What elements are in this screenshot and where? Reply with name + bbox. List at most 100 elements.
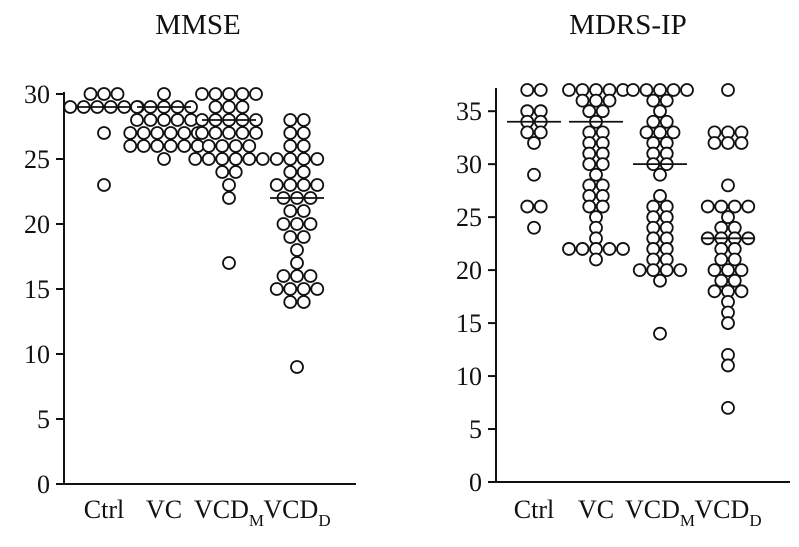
chart-2-title: MDRS-IP <box>569 9 687 41</box>
chart-1-category-subscript: M <box>249 511 264 530</box>
chart-1-data-point <box>157 87 171 101</box>
chart-2-y-tick-label: 30 <box>456 150 482 179</box>
chart-1-data-point <box>123 126 138 140</box>
chart-2-data-point <box>527 136 541 150</box>
chart-2-data-point <box>639 83 654 97</box>
chart-2-data-point <box>653 189 667 203</box>
chart-1-data-point <box>269 152 284 166</box>
chart-2-y-tick-label: 25 <box>456 203 482 232</box>
chart-1-data-point <box>296 139 311 153</box>
chart-1-data-point <box>296 204 311 218</box>
chart-2-data-point <box>673 263 688 278</box>
chart-1-data-point <box>222 191 236 205</box>
chart-2-category-subscript: M <box>680 511 695 530</box>
chart-1-data-point <box>201 139 216 153</box>
chart-1-data-point <box>195 87 209 101</box>
chart-1-data-point <box>310 282 325 296</box>
chart-2-y-tick-label: 0 <box>469 468 482 497</box>
chart-2-data-point <box>721 178 735 193</box>
chart-2-data-point <box>582 104 597 119</box>
chart-2-data-point <box>721 136 735 150</box>
chart-2-data-point <box>714 199 729 214</box>
chart-2-data-point <box>520 125 535 140</box>
chart-2-data-point <box>653 326 667 341</box>
chart-2-data-point <box>727 252 742 267</box>
chart-2-data-point <box>666 83 681 97</box>
chart-1-data-point <box>255 152 270 166</box>
chart-2-data-point <box>721 316 735 330</box>
chart-1-data-point <box>235 100 250 114</box>
chart-1-category-label: Ctrl <box>84 495 124 524</box>
chart-1-data-point <box>283 204 298 218</box>
chart-1-data-point <box>310 152 325 166</box>
chart-2-category-main: VCD <box>694 495 749 524</box>
chart-2-data-point <box>632 263 647 278</box>
chart-1-data-point <box>290 360 304 374</box>
chart-2-data-point <box>659 114 674 129</box>
chart-1-data-point <box>228 139 243 153</box>
chart-2-data-point <box>646 114 661 129</box>
chart-2-data-point <box>653 273 667 288</box>
chart-1-data-point <box>208 100 223 114</box>
chart-2-data-point <box>707 284 722 299</box>
chart-1-data-point <box>283 113 298 127</box>
chart-2-data-point <box>659 93 674 108</box>
chart-1-data-point <box>195 126 209 140</box>
chart-1-data-point <box>296 178 311 192</box>
chart-2-data-point <box>602 93 617 108</box>
chart-1-data-point <box>97 87 111 101</box>
chart-2-data-point <box>616 242 630 256</box>
chart-1-data-point <box>296 282 311 296</box>
chart-1-data-point <box>283 165 298 179</box>
chart-1-data-point <box>283 178 298 192</box>
chart-1-data-point <box>222 126 236 140</box>
chart-1-data-point <box>110 87 125 101</box>
chart-2-data-point <box>533 83 548 97</box>
chart-2-data-point <box>646 93 661 108</box>
chart-2-data-point <box>602 242 617 256</box>
chart-2-data-point <box>527 167 541 182</box>
chart-2-data-point <box>653 125 667 140</box>
chart-1-data-point <box>235 126 250 140</box>
chart-1-data-point <box>201 152 216 166</box>
chart-1-data-point <box>228 152 243 166</box>
chart-2-data-point <box>520 199 535 214</box>
chart-1-data-point <box>269 282 284 296</box>
chart-2-category-main: VC <box>578 495 614 524</box>
chart-1-data-point <box>235 87 250 101</box>
chart-2-data-point <box>646 263 661 278</box>
chart-1-data-point <box>283 139 298 153</box>
chart-2-category-label: VC <box>578 495 614 524</box>
chart-1-data-point <box>296 113 311 127</box>
chart-1-data-point <box>150 139 165 153</box>
chart-2-data-point <box>527 220 541 235</box>
chart-1-title: MMSE <box>155 9 240 41</box>
chart-2-data-point <box>595 104 610 119</box>
chart-2-data-point <box>653 83 667 97</box>
chart-1-y-tick-label: 10 <box>24 340 50 369</box>
chart-1-data-point <box>303 269 318 283</box>
chart-1-category-main: Ctrl <box>84 495 124 524</box>
chart-2-data-point <box>721 210 735 225</box>
chart-1-y-tick-label: 25 <box>24 145 50 174</box>
chart-1-data-point <box>123 139 138 153</box>
chart-2-category-main: Ctrl <box>514 495 554 524</box>
chart-1-data-point <box>290 217 304 231</box>
chart-1-category-main: VCD <box>263 495 318 524</box>
chart-1-data-point <box>249 87 263 101</box>
chart-1-category-subscript: D <box>318 511 330 530</box>
chart-2-data-point <box>589 167 603 182</box>
chart-2-data-point <box>721 400 735 415</box>
chart-2-y-tick-label: 35 <box>456 97 482 126</box>
chart-1-data-point <box>188 152 203 166</box>
chart-1-category-label: VCDD <box>263 495 330 530</box>
chart-1-data-point <box>296 152 311 166</box>
chart-1-data-point <box>296 126 311 140</box>
chart-1-data-point <box>276 217 291 231</box>
chart-2-data-point <box>575 242 590 256</box>
chart-2-data-point <box>714 252 729 267</box>
chart-1-data-point <box>157 152 171 166</box>
chart-2-category-label: Ctrl <box>514 495 554 524</box>
